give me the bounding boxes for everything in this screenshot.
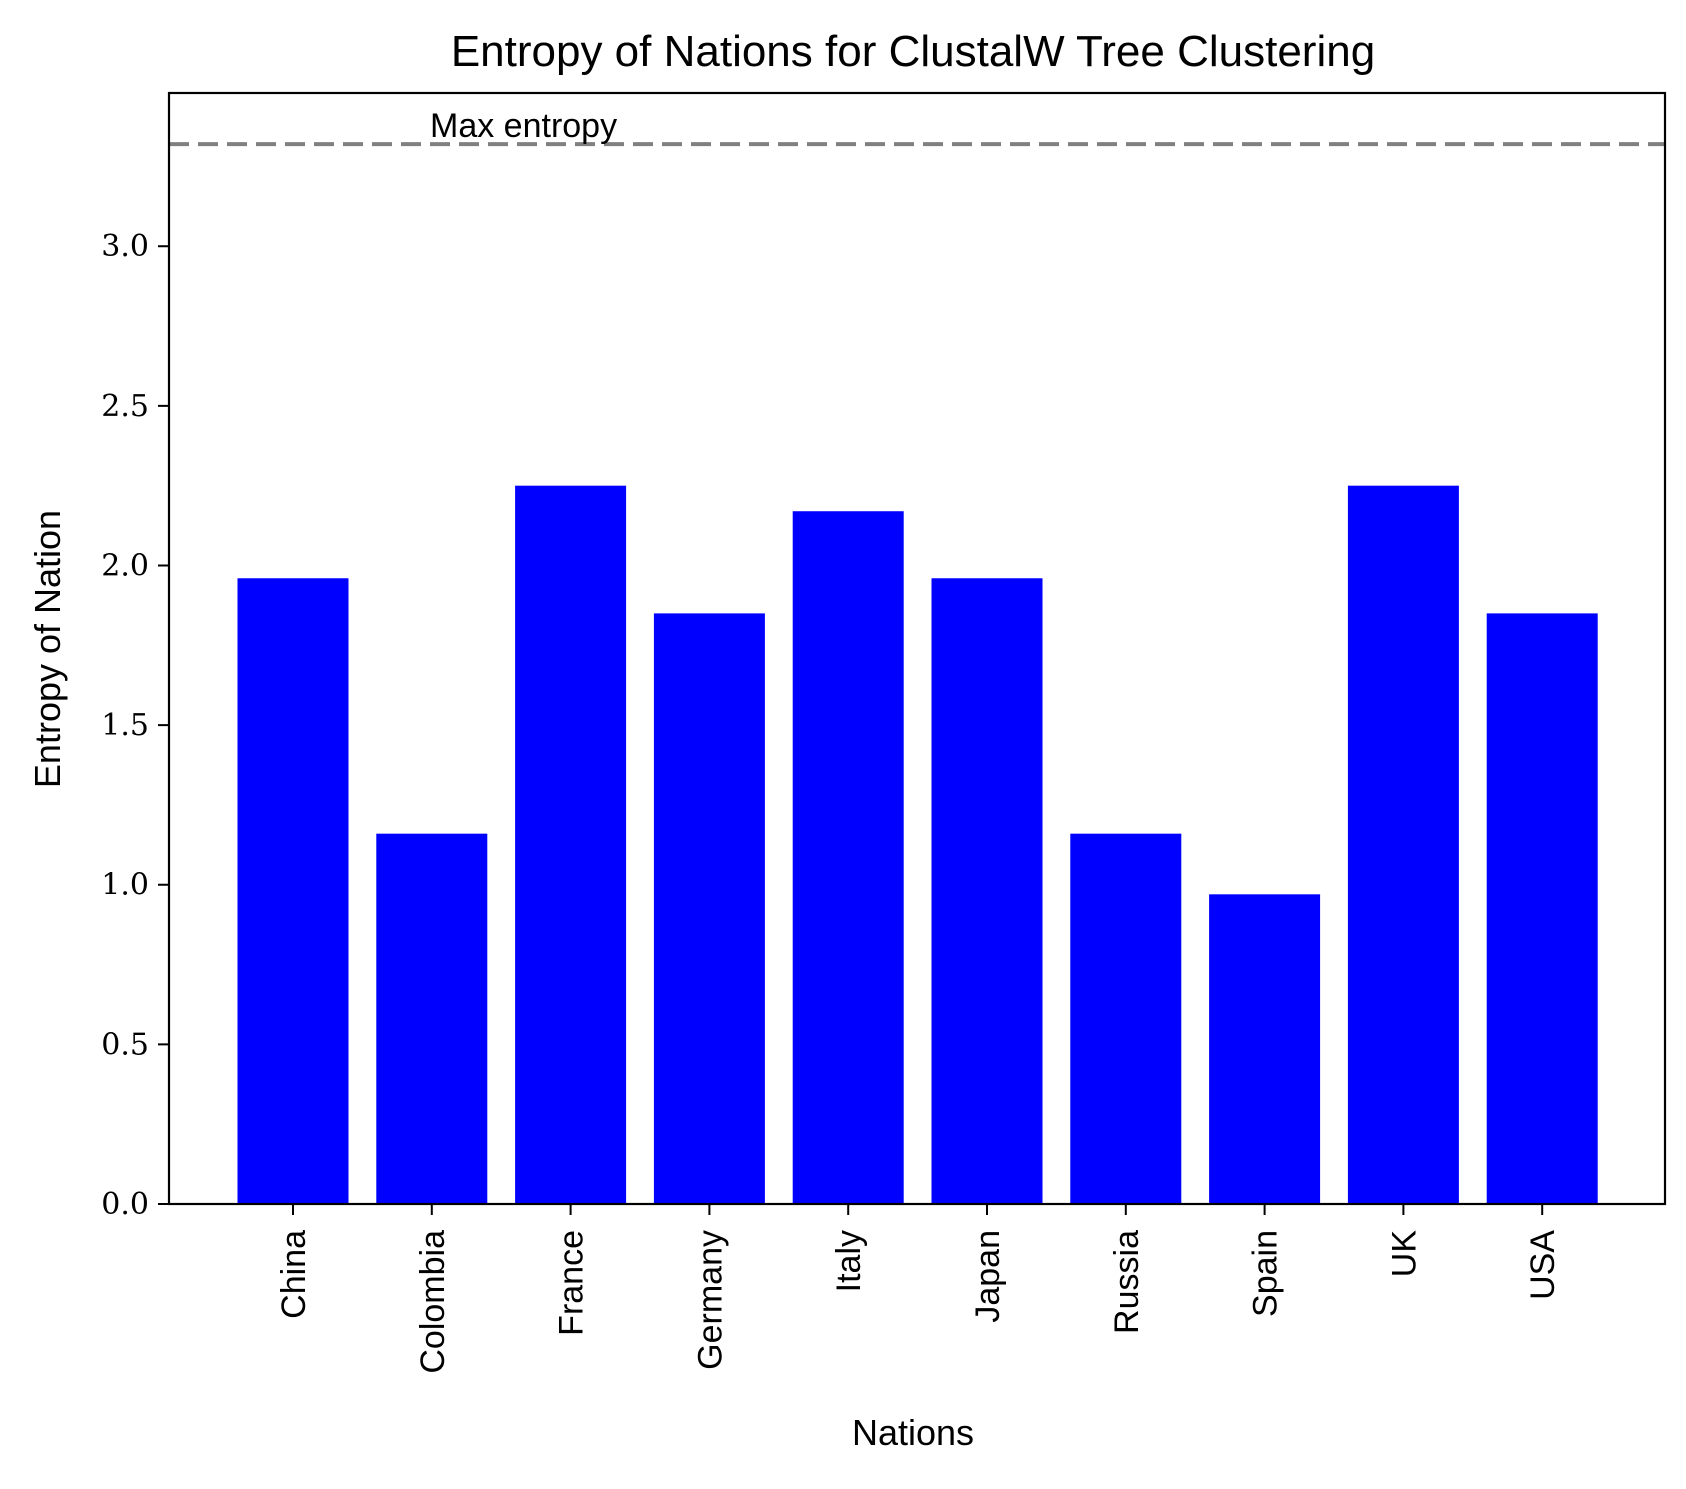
x-tick-label-uk: UK <box>1385 1230 1423 1278</box>
x-axis-ticks: China Colombia France Germany Italy Japan Russ… <box>275 1204 1562 1374</box>
x-tick-label-colombia: Colombia <box>414 1230 452 1374</box>
y-tick-label: 0.5 <box>101 1027 149 1062</box>
bars-group <box>237 485 1598 1204</box>
x-tick-label-usa: USA <box>1524 1230 1562 1300</box>
x-tick-label-japan: Japan <box>969 1230 1007 1323</box>
y-axis-ticks: 0.0 0.5 1.0 1.5 2.0 2.5 3.0 <box>101 229 169 1222</box>
y-axis-label: Entropy of Nation <box>27 510 68 788</box>
bar-japan <box>931 578 1043 1204</box>
y-tick-label: 2.5 <box>101 389 149 424</box>
bar-russia <box>1070 833 1182 1204</box>
x-tick-label-spain: Spain <box>1247 1230 1285 1317</box>
y-tick-label: 0.0 <box>101 1187 149 1222</box>
y-tick-label: 1.0 <box>101 868 149 903</box>
bar-china <box>237 578 349 1204</box>
chart-title: Entropy of Nations for ClustalW Tree Clu… <box>451 27 1375 76</box>
max-entropy-reference: Max entropy <box>169 107 1665 147</box>
x-tick-label-italy: Italy <box>830 1230 868 1292</box>
bar-germany <box>653 613 765 1204</box>
y-tick-label: 1.5 <box>101 708 149 743</box>
bar-spain <box>1209 894 1321 1204</box>
max-entropy-label: Max entropy <box>430 107 617 145</box>
y-tick-label: 2.0 <box>101 548 149 583</box>
bar-uk <box>1347 485 1459 1204</box>
x-tick-label-russia: Russia <box>1108 1230 1146 1334</box>
x-axis-label: Nations <box>852 1412 974 1453</box>
plot-frame <box>167 91 1667 1206</box>
y-tick-label: 3.0 <box>101 229 149 264</box>
x-tick-label-china: China <box>275 1230 313 1319</box>
x-tick-label-germany: Germany <box>691 1230 729 1370</box>
bar-france <box>515 485 627 1204</box>
bar-usa <box>1486 613 1598 1204</box>
bar-italy <box>792 511 904 1204</box>
bar-colombia <box>376 833 488 1204</box>
x-tick-label-france: France <box>553 1230 591 1336</box>
